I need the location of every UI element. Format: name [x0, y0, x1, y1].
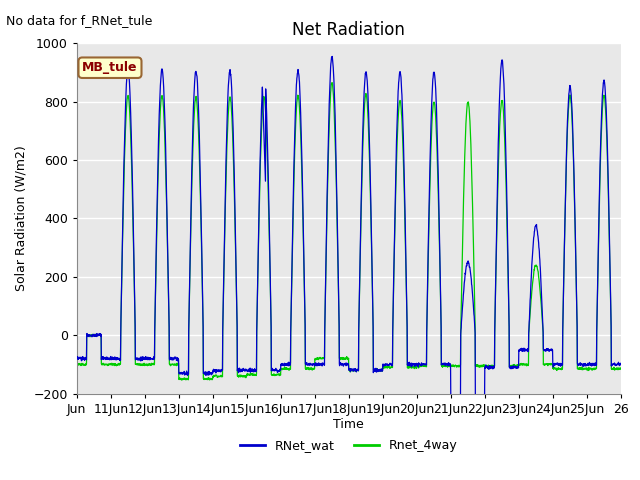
X-axis label: Time: Time [333, 419, 364, 432]
Legend: RNet_wat, Rnet_4way: RNet_wat, Rnet_4way [235, 434, 463, 457]
Y-axis label: Solar Radiation (W/m2): Solar Radiation (W/m2) [15, 145, 28, 291]
Text: No data for f_RNet_tule: No data for f_RNet_tule [6, 14, 153, 27]
Title: Net Radiation: Net Radiation [292, 21, 405, 39]
Text: MB_tule: MB_tule [82, 61, 138, 74]
